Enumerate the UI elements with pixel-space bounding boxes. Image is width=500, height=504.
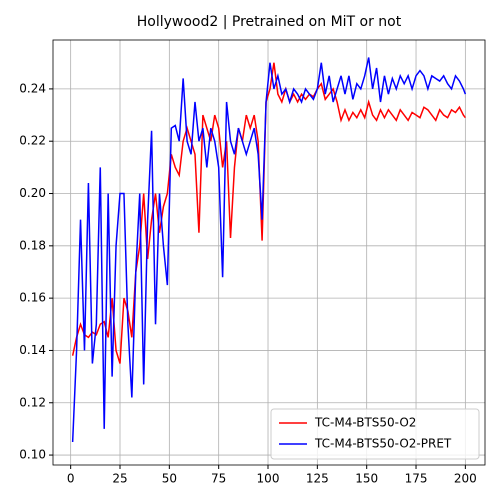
x-tick-label: 200 (454, 472, 477, 486)
x-tick-label: 150 (355, 472, 378, 486)
series-line (71, 62, 466, 364)
legend-label: TC-M4-BTS50-O2 (314, 416, 416, 430)
x-tick-label: 100 (257, 472, 280, 486)
y-tick-label: 0.24 (19, 81, 46, 95)
x-tick-label: 50 (162, 472, 177, 486)
y-tick-label: 0.22 (19, 134, 46, 148)
y-tick-label: 0.20 (19, 186, 46, 200)
y-tick-label: 0.14 (19, 343, 46, 357)
legend: TC-M4-BTS50-O2 TC-M4-BTS50-O2-PRET (270, 408, 480, 460)
x-tick-label: 0 (67, 472, 75, 486)
chart-title: Hollywood2 | Pretrained on MiT or not (137, 14, 402, 30)
y-tick-label: 0.10 (19, 448, 46, 462)
legend-box (270, 408, 480, 460)
y-tick-label: 0.16 (19, 291, 46, 305)
series-line (71, 57, 467, 443)
x-tick-label: 75 (211, 472, 226, 486)
y-tick-label: 0.18 (19, 238, 46, 252)
x-tick-label: 125 (306, 472, 329, 486)
x-tick-label: 25 (112, 472, 127, 486)
plot-frame (52, 39, 486, 466)
x-tick-label: 175 (405, 472, 428, 486)
legend-label: TC-M4-BTS50-O2-PRET (314, 437, 452, 451)
y-tick-label: 0.12 (19, 395, 46, 409)
